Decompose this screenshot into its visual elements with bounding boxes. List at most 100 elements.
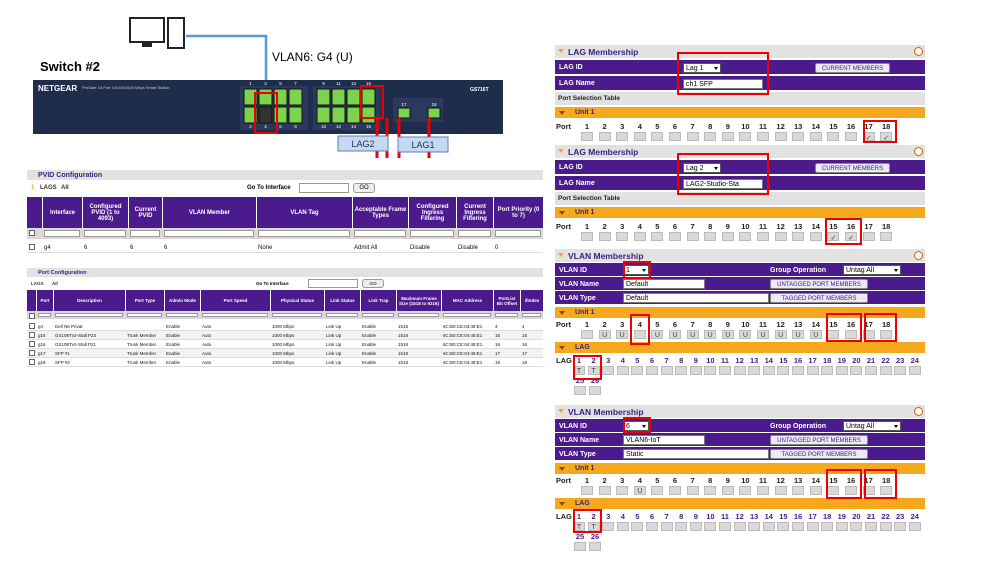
port-checkbox[interactable]: U [633,486,646,495]
port-checkbox[interactable] [598,132,611,141]
row-checkbox[interactable] [29,341,35,347]
filter-input[interactable] [398,313,439,317]
port-checkbox[interactable] [880,330,893,339]
port-checkbox[interactable] [821,366,834,375]
port-checkbox[interactable] [827,132,840,141]
port-checkbox[interactable]: U [704,330,717,339]
port-checkbox[interactable] [879,522,892,531]
filter-input[interactable] [362,313,394,317]
port-checkbox[interactable] [704,486,717,495]
text-input[interactable]: Static [623,449,769,459]
row-checkbox[interactable] [29,244,35,250]
port-checkbox[interactable] [704,232,717,241]
select[interactable]: Untag All [843,421,901,431]
port-checkbox[interactable] [581,486,593,495]
port-checkbox[interactable]: U [721,330,734,339]
port-checkbox[interactable] [721,232,734,241]
port-checkbox[interactable] [651,132,664,141]
select[interactable]: Untag All [843,265,901,275]
row-checkbox[interactable] [29,332,35,338]
filter-input[interactable] [258,230,350,237]
port-checkbox[interactable] [739,132,752,141]
button[interactable]: TAGGED PORT MEMBERS [770,293,868,303]
port-checkbox[interactable]: T [587,366,600,375]
row-checkbox[interactable] [29,323,35,329]
help-icon[interactable] [914,407,923,416]
port-checkbox[interactable] [598,486,611,495]
port-checkbox[interactable]: ✓ [827,232,840,242]
filter-input[interactable] [458,230,491,237]
port-checkbox[interactable] [792,366,804,375]
port-checkbox[interactable] [616,486,629,495]
port-checkbox[interactable] [850,366,863,375]
port-checkbox[interactable] [862,330,875,339]
help-icon[interactable] [914,47,923,56]
port-checkbox[interactable] [631,366,644,375]
port-checkbox[interactable]: U [809,330,822,339]
port-checkbox[interactable]: T [587,522,600,531]
row-checkbox[interactable] [29,359,35,365]
port-checkbox[interactable] [733,522,746,531]
port-checkbox[interactable]: U [792,330,805,339]
filter-input[interactable] [84,230,126,237]
lags-filter[interactable]: LAGS [40,185,57,191]
port-checkbox[interactable] [748,366,761,375]
button[interactable]: UNTAGGED PORT MEMBERS [770,435,868,445]
port-checkbox[interactable] [806,366,819,375]
port-checkbox[interactable] [827,486,840,495]
port-checkbox[interactable]: U [774,330,787,339]
port-checkbox[interactable] [792,232,805,241]
port-checkbox[interactable] [631,522,644,531]
port-checkbox[interactable] [850,522,863,531]
text-input[interactable]: ch1 SFP [683,79,763,89]
port-checkbox[interactable] [748,522,761,531]
filter-input[interactable] [202,313,268,317]
port-checkbox[interactable] [602,522,615,531]
port-checkbox[interactable] [792,522,804,531]
port-checkbox[interactable]: U [598,330,611,339]
port-checkbox[interactable] [633,132,646,141]
port-checkbox[interactable] [792,486,805,495]
filter-input[interactable] [354,230,406,237]
port-checkbox[interactable] [739,232,752,241]
port-checkbox[interactable] [651,232,664,241]
port-checkbox[interactable] [806,522,819,531]
port-checkbox[interactable] [762,522,775,531]
port-checkbox[interactable]: U [616,330,629,339]
all-filter[interactable]: All [52,281,58,286]
port-checkbox[interactable] [894,366,907,375]
port-checkbox[interactable] [879,366,892,375]
port-checkbox[interactable] [845,330,857,339]
port-checkbox[interactable] [821,522,834,531]
help-icon[interactable] [914,251,923,260]
port-checkbox[interactable] [669,486,681,495]
port-checkbox[interactable]: T [573,522,585,531]
port-checkbox[interactable] [809,132,822,141]
go-button[interactable]: GO [353,183,375,193]
port-checkbox[interactable] [686,232,699,241]
port-checkbox[interactable] [633,330,646,339]
port-checkbox[interactable] [719,522,731,531]
port-checkbox[interactable] [774,486,787,495]
filter-input[interactable] [410,230,454,237]
port-checkbox[interactable] [616,232,629,241]
unit-filter[interactable]: 1 [31,185,35,191]
port-checkbox[interactable]: U [757,330,769,339]
port-checkbox[interactable] [581,330,593,339]
port-checkbox[interactable] [757,486,769,495]
help-icon[interactable] [914,147,923,156]
port-checkbox[interactable] [908,522,921,531]
port-checkbox[interactable] [777,366,790,375]
port-checkbox[interactable] [862,232,875,241]
port-checkbox[interactable] [908,366,921,375]
port-checkbox[interactable] [704,132,717,141]
filter-input[interactable] [164,230,254,237]
port-checkbox[interactable] [739,486,752,495]
text-input[interactable]: Default [623,293,769,303]
port-checkbox[interactable] [809,486,822,495]
port-checkbox[interactable]: U [739,330,752,339]
port-checkbox[interactable] [675,522,688,531]
port-checkbox[interactable] [704,522,717,531]
row-checkbox[interactable] [29,350,35,356]
port-checkbox[interactable] [574,386,586,395]
